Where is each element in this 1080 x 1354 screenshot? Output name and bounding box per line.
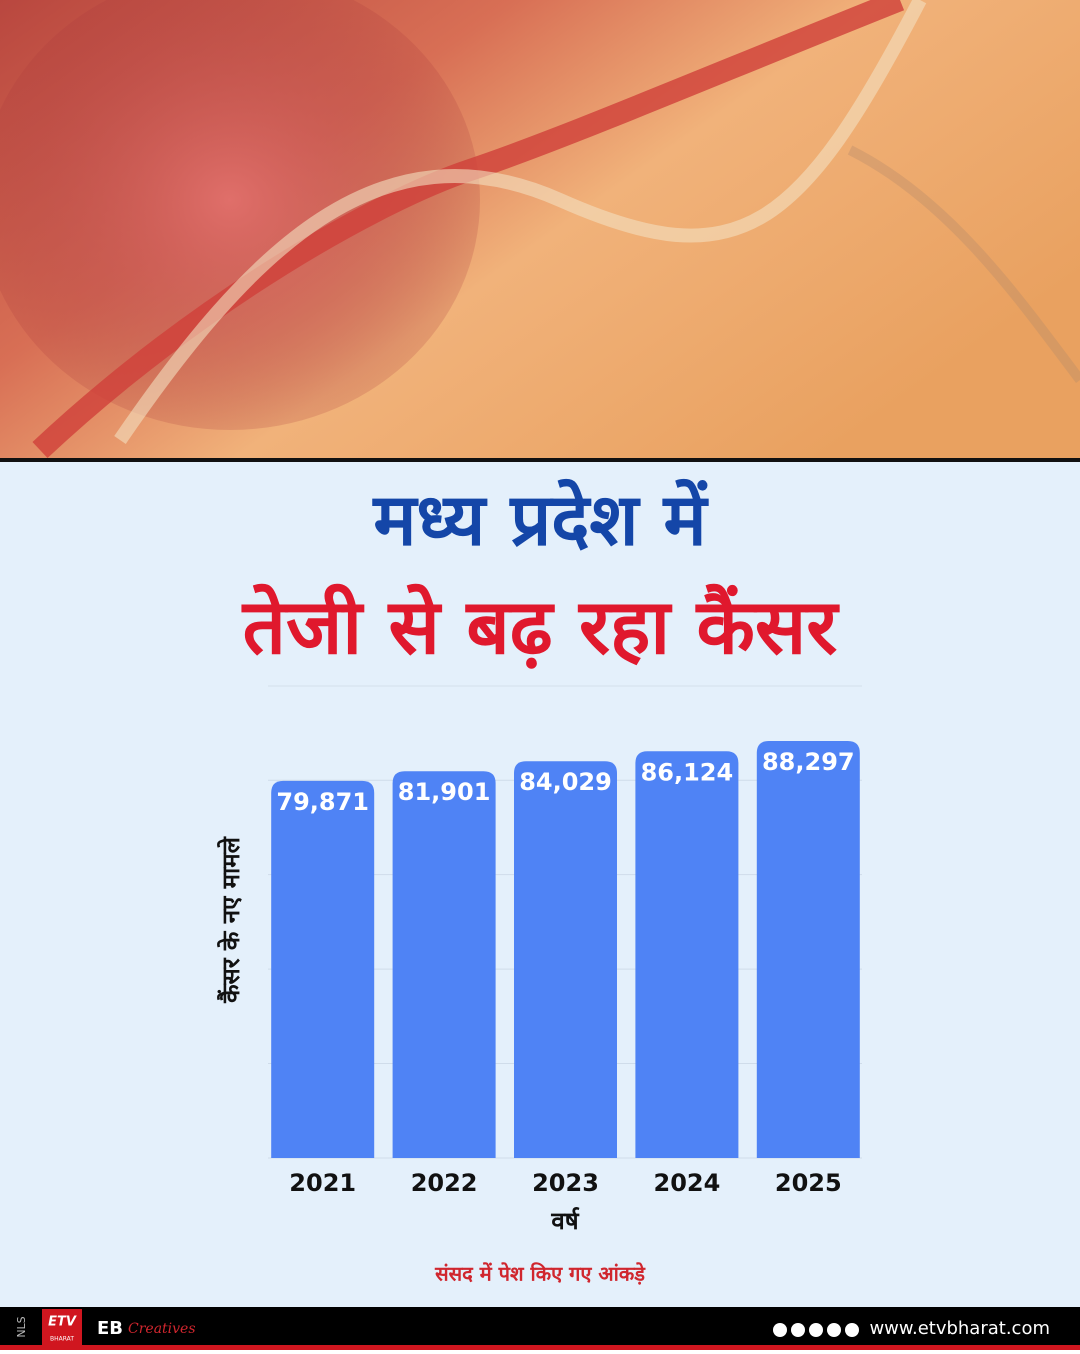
website[interactable]: www.etvbharat.com (869, 1318, 1050, 1339)
x-axis-label: वर्ष (550, 1207, 579, 1235)
chart: 2021 79,871 2022 81,901 2023 84,029 2024 86,124… (268, 741, 862, 1197)
icon-instagram[interactable] (809, 1323, 823, 1337)
bar (271, 780, 375, 1158)
hero-helix (114, 0, 927, 444)
hero-cell (0, 0, 480, 430)
bar (392, 771, 496, 1158)
logo: ETV (48, 1315, 77, 1330)
brand: EB (97, 1318, 123, 1339)
value-label: 86,124 (641, 758, 734, 786)
x-tick-label: 2021 (289, 1169, 356, 1197)
x-tick-label: 2022 (411, 1169, 478, 1197)
icon-whatsapp[interactable] (845, 1323, 859, 1337)
logo-box (42, 1309, 82, 1345)
value-label: 81,901 (398, 778, 491, 806)
icon-youtube[interactable] (827, 1323, 841, 1337)
hero-helix (847, 145, 1080, 383)
x-tick-label: 2024 (654, 1169, 721, 1197)
x-tick-label: 2025 (775, 1169, 842, 1197)
logo-sub: BHARAT (50, 1336, 74, 1343)
bar (635, 751, 739, 1158)
value-label: 88,297 (762, 748, 855, 776)
side-tag: NLS (15, 1316, 28, 1337)
social-icons (773, 1323, 859, 1337)
bar (756, 741, 860, 1158)
x-tick-label: 2023 (532, 1169, 599, 1197)
footer (0, 1307, 1080, 1350)
y-axis-label: कैंसर के नए मामले (217, 835, 245, 1003)
bar (514, 761, 617, 1158)
value-label: 84,029 (519, 768, 612, 796)
divider (0, 458, 1080, 462)
footer-stripe (0, 1345, 1080, 1350)
icon-facebook[interactable] (773, 1323, 787, 1337)
title: मध्य प्रदेश में (371, 478, 709, 562)
title: तेजी से बढ़ रहा कैंसर (241, 582, 841, 671)
brand-script: Creatives (128, 1321, 196, 1337)
value-label: 79,871 (276, 788, 369, 816)
icon-x[interactable] (791, 1323, 805, 1337)
source: संसद में पेश किए गए आंकड़े (434, 1262, 646, 1286)
